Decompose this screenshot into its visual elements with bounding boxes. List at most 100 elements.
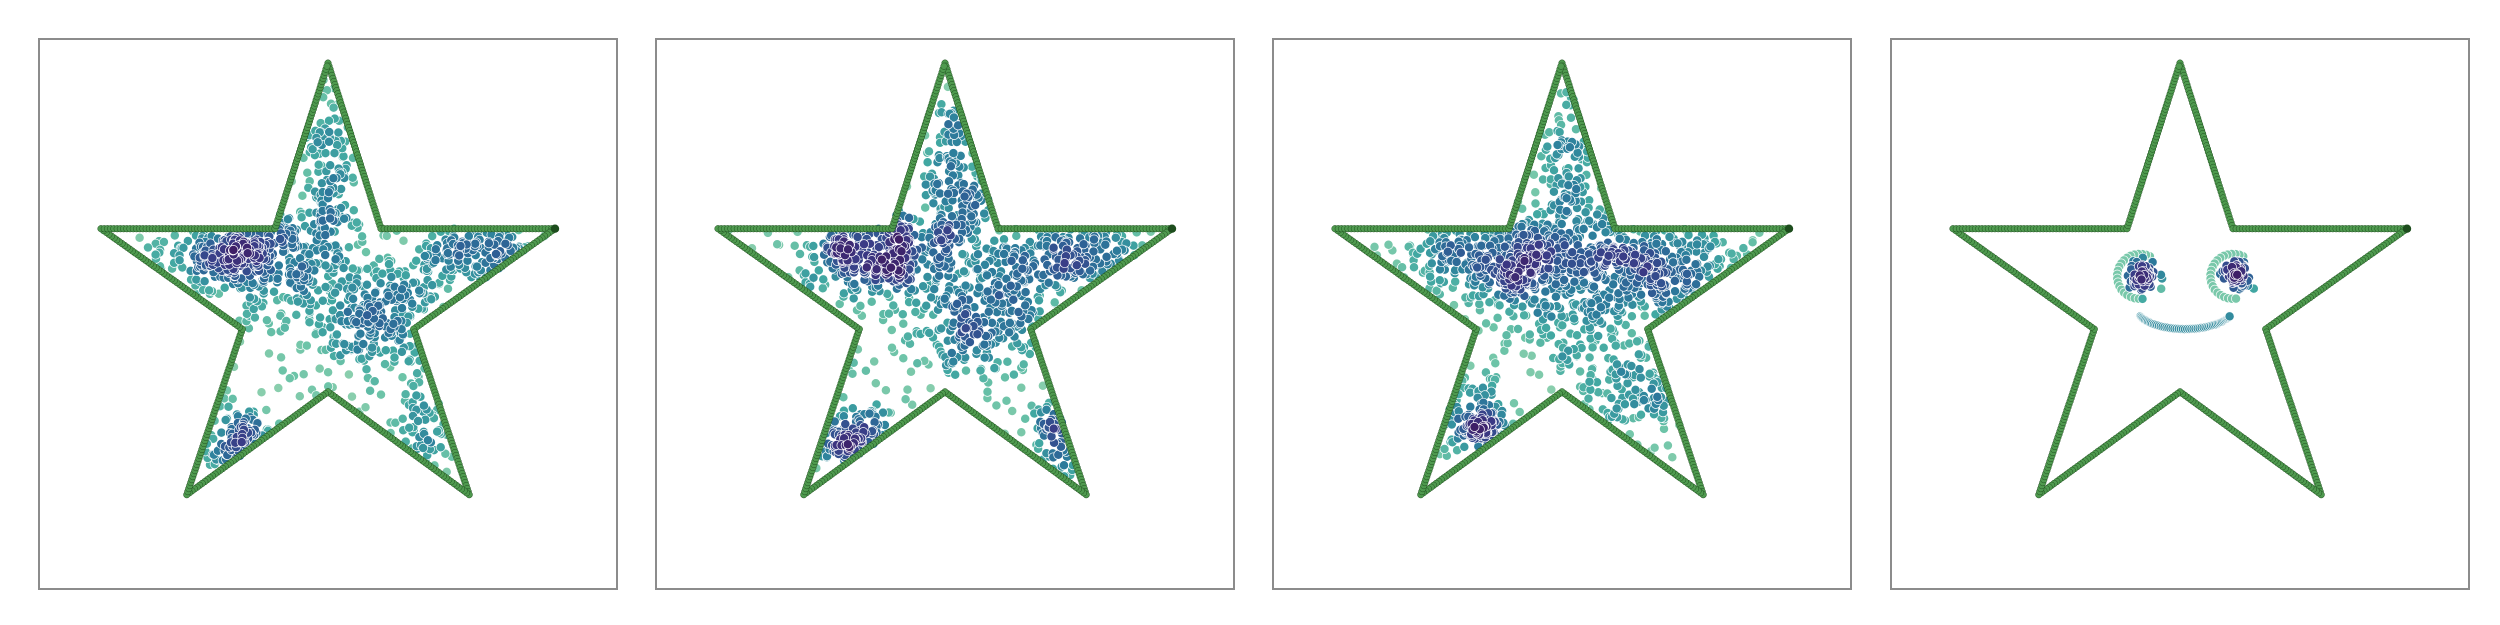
data-point	[966, 211, 977, 222]
panel-2-plot	[655, 38, 1235, 590]
data-point	[347, 391, 357, 402]
data-point	[432, 426, 443, 437]
data-point	[272, 273, 283, 284]
data-point	[894, 234, 904, 245]
data-point	[1559, 240, 1570, 251]
data-point	[1691, 279, 1702, 290]
data-point	[982, 270, 992, 281]
data-point	[911, 297, 922, 308]
data-point	[1504, 306, 1515, 317]
data-point	[1499, 241, 1510, 252]
data-point	[878, 407, 888, 418]
data-point	[298, 369, 309, 380]
data-point	[912, 358, 923, 369]
data-point	[1529, 294, 1540, 305]
data-point	[329, 148, 340, 159]
data-point	[843, 244, 853, 255]
data-point	[483, 238, 494, 249]
data-point	[902, 331, 913, 342]
data-point	[887, 342, 897, 353]
data-point	[999, 234, 1009, 245]
data-point	[900, 394, 911, 405]
data-point	[1494, 254, 1505, 265]
data-point	[957, 249, 968, 260]
data-point	[897, 309, 908, 320]
data-point	[1431, 285, 1442, 296]
data-point	[297, 261, 307, 272]
data-point	[1016, 382, 1027, 393]
data-point	[1584, 215, 1595, 226]
data-point	[413, 416, 424, 426]
data-point	[1548, 186, 1559, 197]
data-point	[242, 248, 253, 259]
data-point	[1533, 239, 1544, 250]
data-point	[1434, 275, 1445, 286]
data-point	[1611, 403, 1622, 414]
data-point	[1459, 441, 1470, 452]
data-point	[970, 200, 981, 211]
data-point	[1472, 262, 1483, 273]
data-point	[327, 305, 338, 316]
data-point	[1600, 227, 1611, 238]
data-point	[1020, 287, 1031, 298]
data-point	[964, 337, 975, 348]
data-point	[943, 119, 954, 130]
data-point	[907, 399, 918, 410]
data-point	[1662, 440, 1673, 451]
data-point	[370, 287, 381, 298]
data-point	[1571, 184, 1582, 195]
data-point	[925, 383, 936, 394]
data-point	[1510, 272, 1521, 283]
data-point	[1519, 255, 1530, 266]
data-point	[960, 280, 971, 291]
data-point	[1465, 401, 1476, 412]
data-point	[948, 148, 959, 159]
data-point	[842, 439, 853, 450]
data-point	[1589, 281, 1599, 292]
data-point	[324, 115, 334, 126]
data-point	[1425, 236, 1436, 247]
data-point	[261, 315, 272, 326]
data-point	[1580, 207, 1591, 218]
outline-end-point	[1167, 224, 1177, 233]
data-point	[1569, 276, 1580, 287]
data-point	[236, 437, 247, 448]
data-point	[383, 290, 394, 301]
data-point	[388, 318, 399, 329]
data-point	[808, 272, 819, 283]
data-point	[362, 279, 372, 290]
data-point	[357, 231, 368, 242]
data-point	[1612, 359, 1622, 370]
data-point	[1699, 251, 1709, 262]
data-point	[864, 408, 875, 419]
data-point	[1490, 358, 1501, 369]
data-point	[317, 327, 328, 338]
data-point	[1598, 342, 1609, 353]
data-point	[1013, 307, 1024, 317]
data-point	[1628, 258, 1639, 269]
data-point	[1078, 239, 1089, 250]
data-point	[375, 278, 386, 289]
data-point	[323, 187, 334, 198]
data-point	[1649, 442, 1660, 453]
data-point	[1561, 193, 1572, 204]
data-point	[500, 238, 511, 249]
data-point	[1554, 127, 1565, 138]
data-point	[328, 102, 339, 113]
data-point	[348, 293, 359, 304]
data-point	[1541, 322, 1552, 333]
data-point	[204, 285, 215, 296]
data-point	[1006, 255, 1017, 266]
data-point	[945, 161, 956, 172]
data-point	[1041, 404, 1052, 415]
data-point	[1584, 352, 1595, 363]
data-point	[491, 249, 501, 259]
data-point	[351, 317, 362, 328]
data-point	[273, 383, 284, 393]
data-point	[952, 298, 963, 309]
data-point	[351, 217, 362, 228]
data-point	[1549, 165, 1559, 176]
data-point	[1591, 309, 1602, 320]
data-point	[1111, 245, 1122, 256]
data-point	[1670, 286, 1680, 297]
